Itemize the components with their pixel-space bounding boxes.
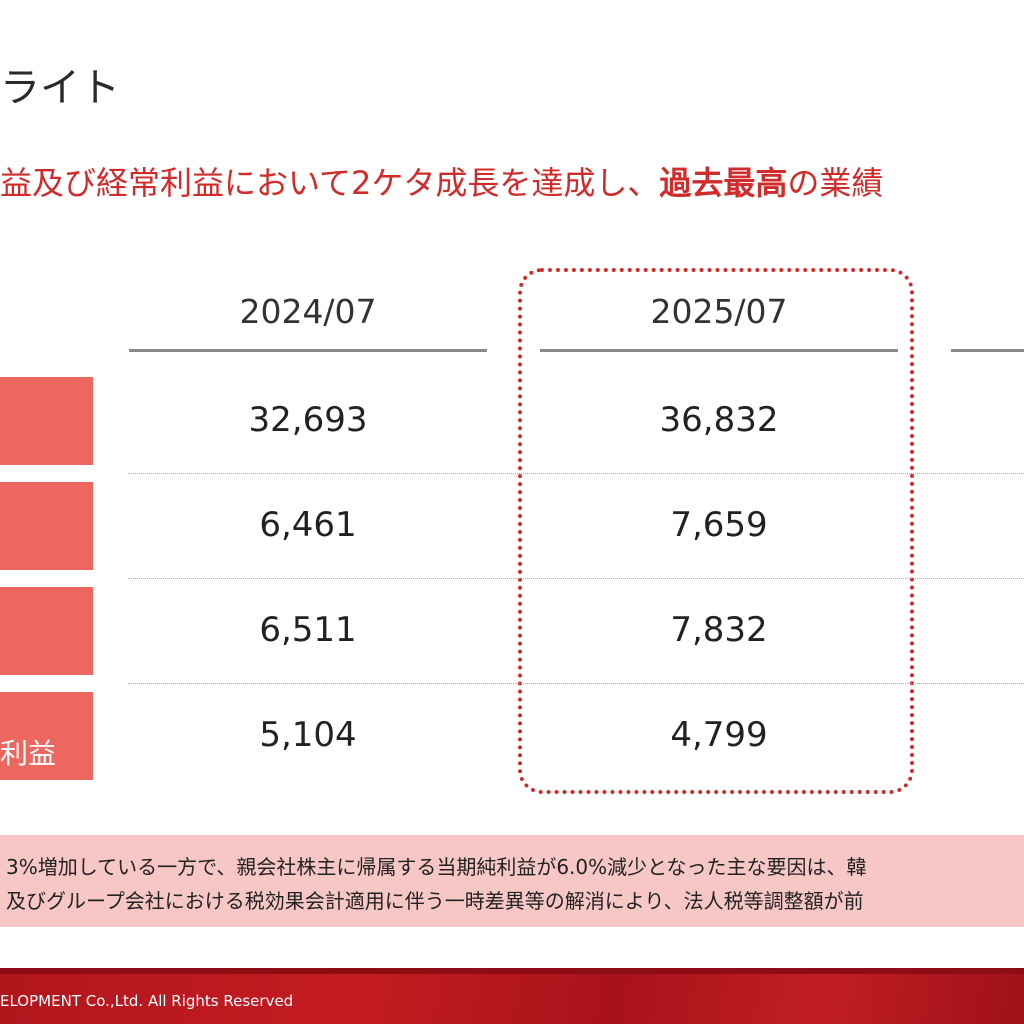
note-line-2: 及びグループ会社における税効果会計適用に伴う一時差異等の解消により、法人税等調整… xyxy=(6,889,864,913)
note-box: 3%増加している一方で、親会社株主に帰属する当期純利益が6.0%減少となった主な… xyxy=(0,835,1024,927)
column-rule-2024 xyxy=(129,349,487,352)
row-label-2 xyxy=(0,482,93,570)
cell-2025-row3: 7,832 xyxy=(670,610,768,650)
column-header-2025: 2025/07 xyxy=(650,292,788,331)
footer-copyright: ELOPMENT Co.,Ltd. All Rights Reserved xyxy=(0,992,294,1010)
column-rule-2025 xyxy=(540,349,898,352)
row-label-1 xyxy=(0,377,93,465)
row-label-4: 利益 xyxy=(0,692,93,780)
row-divider xyxy=(128,473,1024,474)
footer-bar: ELOPMENT Co.,Ltd. All Rights Reserved xyxy=(0,968,1024,1024)
page-title: ライト xyxy=(0,65,120,111)
headline-emphasis: 過去最高 xyxy=(659,164,788,202)
headline-prefix: 益及び経常利益において2ケタ成長を達成し、 xyxy=(0,164,660,202)
column-rule-next xyxy=(951,349,1024,352)
cell-2024-row1: 32,693 xyxy=(248,400,368,440)
cell-2024-row4: 5,104 xyxy=(259,715,357,755)
row-label-text: 利益 xyxy=(0,737,57,770)
cell-2025-row1: 36,832 xyxy=(659,400,779,440)
row-divider xyxy=(128,683,1024,684)
cell-2025-row2: 7,659 xyxy=(670,505,768,545)
highlight-box-2025 xyxy=(518,268,914,794)
headline: 益及び経常利益において2ケタ成長を達成し、過去最高の業績 xyxy=(0,158,883,204)
column-header-2024: 2024/07 xyxy=(239,292,377,331)
headline-suffix: の業績 xyxy=(787,164,884,202)
cell-2024-row3: 6,511 xyxy=(259,610,357,650)
row-divider xyxy=(128,578,1024,579)
footer-stripe xyxy=(0,968,1024,974)
row-label-3 xyxy=(0,587,93,675)
note-line-1: 3%増加している一方で、親会社株主に帰属する当期純利益が6.0%減少となった主な… xyxy=(6,855,867,879)
cell-2024-row2: 6,461 xyxy=(259,505,357,545)
cell-2025-row4: 4,799 xyxy=(670,715,768,755)
